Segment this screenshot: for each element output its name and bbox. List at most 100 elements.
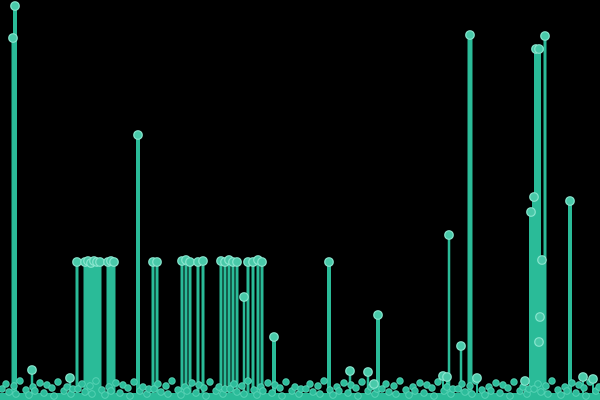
noise-point (302, 385, 310, 393)
noise-point (416, 379, 424, 387)
noise-point (130, 378, 138, 386)
noise-point (0, 385, 6, 393)
noise-point (466, 382, 474, 390)
noise-point (157, 388, 165, 396)
noise-point (101, 391, 109, 399)
stem-marker (465, 30, 475, 40)
noise-point (154, 380, 162, 388)
noise-point (390, 382, 398, 390)
noise-point (443, 383, 451, 391)
noise-point (215, 383, 223, 391)
stem-marker (534, 337, 544, 347)
stem-marker (520, 376, 530, 386)
noise-point (5, 388, 13, 396)
stem-marker (65, 373, 75, 383)
stem-marker (185, 257, 195, 267)
noise-point (344, 389, 352, 397)
noise-point (352, 384, 360, 392)
noise-point (48, 384, 56, 392)
noise-point (238, 382, 246, 390)
stem-marker (526, 207, 536, 217)
noise-point (86, 382, 94, 390)
noise-point (206, 378, 214, 386)
noise-point (582, 392, 590, 400)
noise-point (2, 380, 10, 388)
stem-marker (198, 256, 208, 266)
noise-point (168, 377, 176, 385)
stem-marker (95, 257, 105, 267)
noise-point (88, 390, 96, 398)
noise-point (434, 378, 442, 386)
noise-point (487, 387, 495, 395)
noise-point (481, 391, 489, 399)
noise-point (226, 385, 234, 393)
noise-point (329, 391, 337, 399)
noise-point (382, 380, 390, 388)
noise-point (557, 391, 565, 399)
noise-point (510, 378, 518, 386)
stem-marker (472, 373, 482, 383)
noise-point (25, 391, 33, 399)
stem-marker (534, 44, 544, 54)
stem-marker (535, 312, 545, 322)
noise-point (580, 384, 588, 392)
noise-point (10, 382, 18, 390)
noise-point (530, 385, 538, 393)
stem-marker (369, 379, 379, 389)
stem-marker (363, 367, 373, 377)
noise-point (542, 382, 550, 390)
noise-point (150, 385, 158, 393)
stem-marker (456, 341, 466, 351)
noise-point (537, 388, 545, 396)
stem-marker (133, 130, 143, 140)
noise-point (563, 387, 571, 395)
noise-point (50, 392, 58, 400)
stem-marker (27, 365, 37, 375)
noise-point (405, 391, 413, 399)
noise-point (268, 389, 276, 397)
stem-marker (540, 31, 550, 41)
noise-point (112, 379, 120, 387)
noise-point (461, 388, 469, 396)
noise-point (16, 377, 24, 385)
noise-point (340, 379, 348, 387)
stem-marker (269, 332, 279, 342)
noise-point (411, 387, 419, 395)
noise-point (126, 392, 134, 400)
noise-point (81, 388, 89, 396)
noise-point (40, 389, 48, 397)
noise-point (420, 389, 428, 397)
noise-point (63, 383, 71, 391)
noise-point (244, 377, 252, 385)
noise-point (200, 384, 208, 392)
noise-point (282, 378, 290, 386)
noise-point (458, 380, 466, 388)
noise-point (378, 385, 386, 393)
noise-point (504, 384, 512, 392)
stem-marker (565, 196, 575, 206)
noise-point (78, 380, 86, 388)
noise-point (385, 388, 393, 396)
noise-point (572, 389, 580, 397)
noise-point (392, 390, 400, 398)
noise-point (544, 390, 552, 398)
noise-point (568, 379, 576, 387)
noise-point (278, 392, 286, 400)
noise-point (454, 385, 462, 393)
noise-point (492, 379, 500, 387)
stem-marker (257, 257, 267, 267)
noise-point (139, 383, 147, 391)
noise-point (320, 377, 328, 385)
stem-marker (588, 374, 598, 384)
noise-point (396, 377, 404, 385)
noise-point (233, 388, 241, 396)
noise-point (264, 379, 272, 387)
noise-point (358, 378, 366, 386)
noise-point (354, 392, 362, 400)
noise-point (162, 382, 170, 390)
noise-point (92, 377, 100, 385)
noise-point (124, 384, 132, 392)
noise-point (74, 385, 82, 393)
stem-marker (239, 292, 249, 302)
